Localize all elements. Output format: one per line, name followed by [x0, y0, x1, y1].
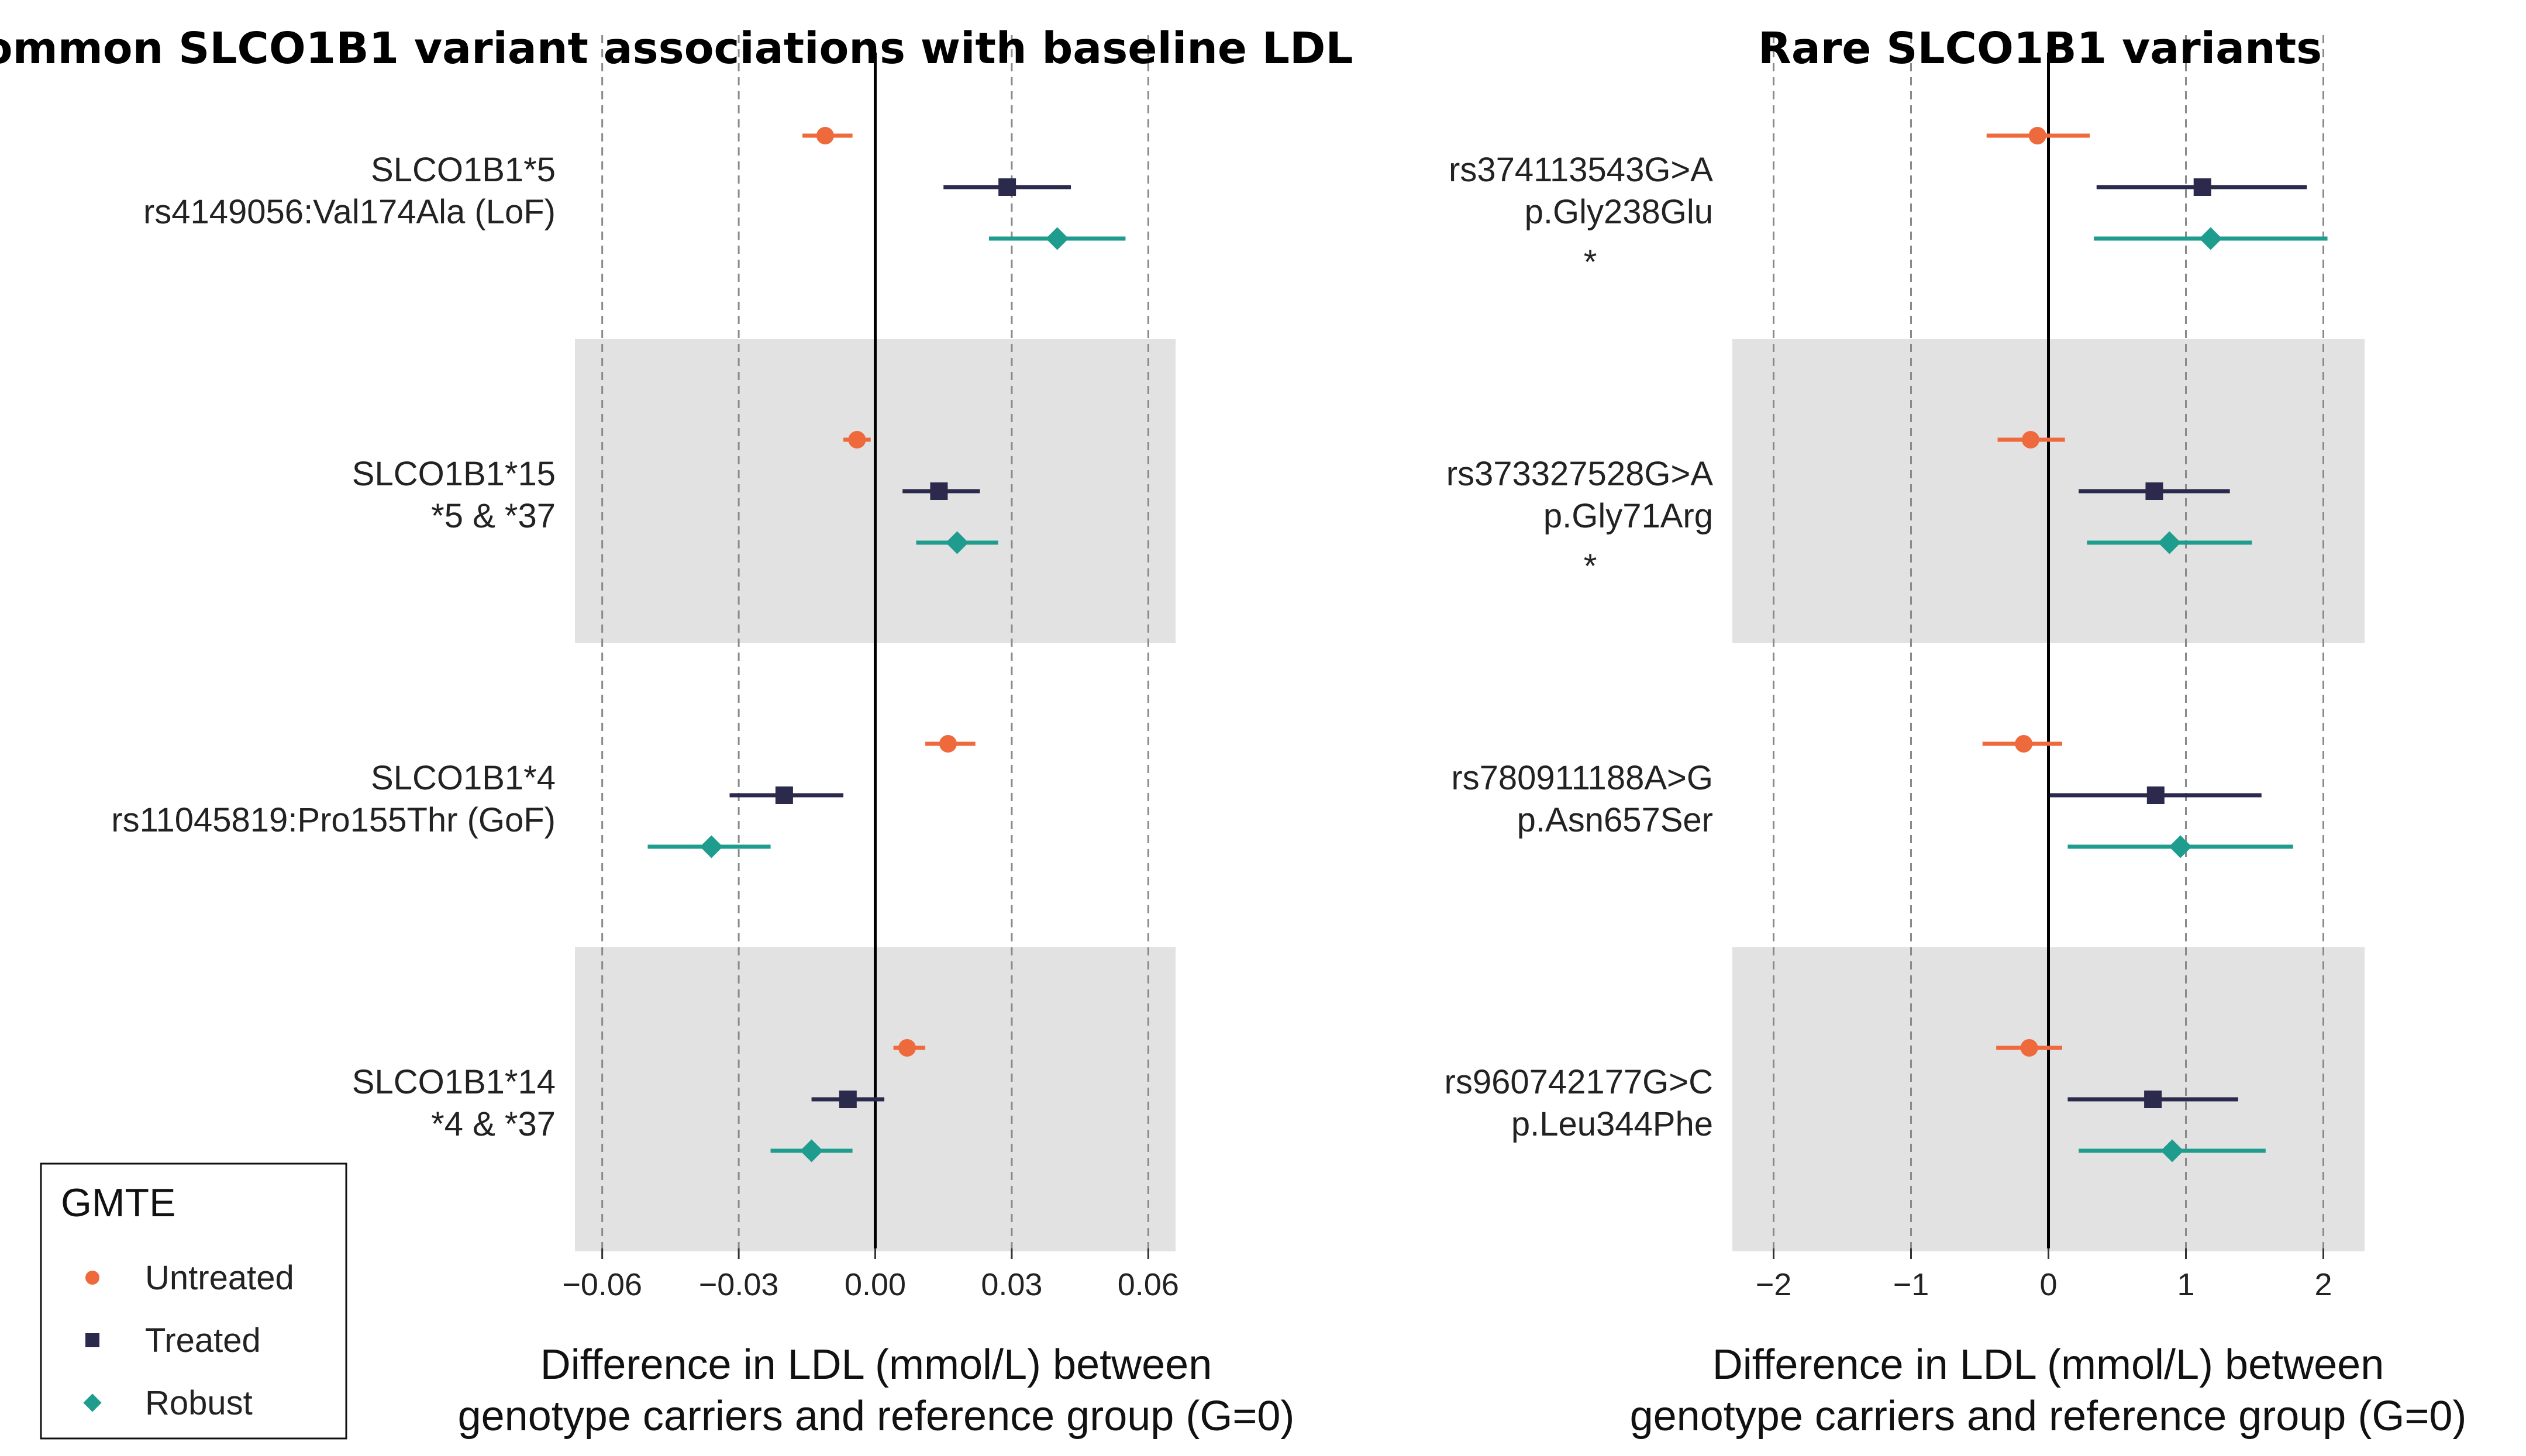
point-estimate-untreated	[2028, 127, 2046, 144]
legend-box	[40, 1162, 347, 1440]
legend-marker-robust	[83, 1393, 102, 1412]
row-label-primary: SLCO1B1*5	[371, 151, 556, 189]
estimate-marks	[647, 127, 1126, 1162]
point-estimate-untreated	[2021, 431, 2039, 448]
row-label-secondary: p.Asn657Ser	[1517, 801, 1713, 839]
row-label-secondary: p.Gly238Glu	[1525, 193, 1713, 231]
legend: GMTE Untreated Treated Robust	[40, 1162, 347, 1440]
x-tick-label: −1	[1893, 1267, 1929, 1302]
point-estimate-treated	[930, 482, 948, 500]
point-estimate-treated	[775, 786, 793, 804]
x-axis-ticks: −2 −1 0 1 2	[1756, 1248, 2332, 1302]
point-estimate-treated	[839, 1091, 857, 1108]
x-axis-label-line1: Difference in LDL (mmol/L) between	[540, 1341, 1212, 1388]
x-tick-label: 1	[2177, 1267, 2194, 1302]
row-label-secondary: p.Gly71Arg	[1543, 497, 1713, 535]
point-estimate-treated	[2145, 482, 2163, 500]
panel-common-variants: SLCO1B1*5 rs4149056:Val174Ala (LoF) SLCO1B…	[0, 23, 1353, 1440]
row-label-primary: SLCO1B1*15	[352, 455, 556, 493]
row-label-significance: *	[1584, 243, 1597, 281]
point-estimate-robust	[2158, 531, 2181, 554]
x-axis-label-line2: genotype carriers and reference group (G…	[1630, 1393, 2467, 1440]
point-estimate-untreated	[848, 431, 866, 448]
x-tick-label: 2	[2314, 1267, 2332, 1302]
row-label-secondary: *5 & *37	[431, 497, 556, 535]
row-labels: rs374113543G>A p.Gly238Glu * rs373327528G>A…	[1445, 151, 1714, 1143]
legend-label-untreated: Untreated	[145, 1259, 294, 1297]
point-estimate-untreated	[2020, 1039, 2038, 1057]
point-estimate-robust	[2169, 835, 2192, 858]
point-estimate-untreated	[898, 1039, 916, 1057]
legend-marker-treated	[85, 1333, 99, 1347]
row-label-secondary: p.Leu344Phe	[1511, 1105, 1713, 1143]
row-labels: SLCO1B1*5 rs4149056:Val174Ala (LoF) SLCO1B…	[111, 151, 556, 1143]
point-estimate-robust	[2199, 227, 2222, 250]
x-tick-label: −2	[1756, 1267, 1792, 1302]
x-tick-label: −0.03	[699, 1267, 779, 1302]
legend-items: Untreated Treated Robust	[83, 1259, 294, 1422]
row-label-primary: rs374113543G>A	[1449, 151, 1713, 189]
point-estimate-untreated	[2015, 735, 2033, 753]
row-label-significance: *	[1584, 547, 1597, 585]
legend-label-treated: Treated	[145, 1322, 261, 1360]
row-label-primary: SLCO1B1*14	[352, 1063, 556, 1101]
x-tick-label: −0.06	[562, 1267, 642, 1302]
x-axis-ticks: −0.06 −0.03 0.00 0.03 0.06	[562, 1248, 1179, 1302]
row-label-primary: SLCO1B1*4	[371, 759, 556, 797]
point-estimate-robust	[800, 1139, 823, 1162]
point-estimate-treated	[998, 178, 1016, 196]
row-label-primary: rs780911188A>G	[1451, 759, 1713, 797]
point-estimate-robust	[699, 835, 723, 858]
row-label-primary: rs373327528G>A	[1446, 455, 1714, 493]
row-label-primary: rs960742177G>C	[1445, 1063, 1714, 1101]
x-tick-label: 0.00	[845, 1267, 906, 1302]
panel-title: Common SLCO1B1 variant associations with…	[0, 23, 1353, 74]
gridlines	[601, 35, 1149, 1248]
point-estimate-robust	[2160, 1139, 2184, 1162]
panel-rare-variants: rs374113543G>A p.Gly238Glu * rs373327528G>A…	[1445, 23, 2467, 1440]
legend-title: GMTE	[61, 1181, 175, 1225]
point-estimate-untreated	[939, 735, 957, 753]
x-axis-label-line1: Difference in LDL (mmol/L) between	[1712, 1341, 2384, 1388]
row-label-secondary: *4 & *37	[431, 1105, 556, 1143]
x-tick-label: 0	[2039, 1267, 2057, 1302]
row-label-secondary: rs4149056:Val174Ala (LoF)	[143, 193, 556, 231]
estimate-marks	[1982, 127, 2328, 1162]
point-estimate-treated	[2146, 786, 2165, 804]
point-estimate-robust	[1046, 227, 1069, 250]
point-estimate-treated	[2144, 1091, 2162, 1108]
legend-label-robust: Robust	[145, 1384, 253, 1422]
point-estimate-untreated	[816, 127, 834, 144]
row-label-secondary: rs11045819:Pro155Thr (GoF)	[111, 801, 556, 839]
legend-marker-untreated	[85, 1271, 99, 1285]
x-tick-label: 0.06	[1118, 1267, 1179, 1302]
x-axis-label-line2: genotype carriers and reference group (G…	[458, 1393, 1295, 1440]
panel-title: Rare SLCO1B1 variants	[1758, 23, 2322, 74]
x-tick-label: 0.03	[981, 1267, 1042, 1302]
point-estimate-treated	[2193, 178, 2211, 196]
point-estimate-robust	[946, 531, 969, 554]
